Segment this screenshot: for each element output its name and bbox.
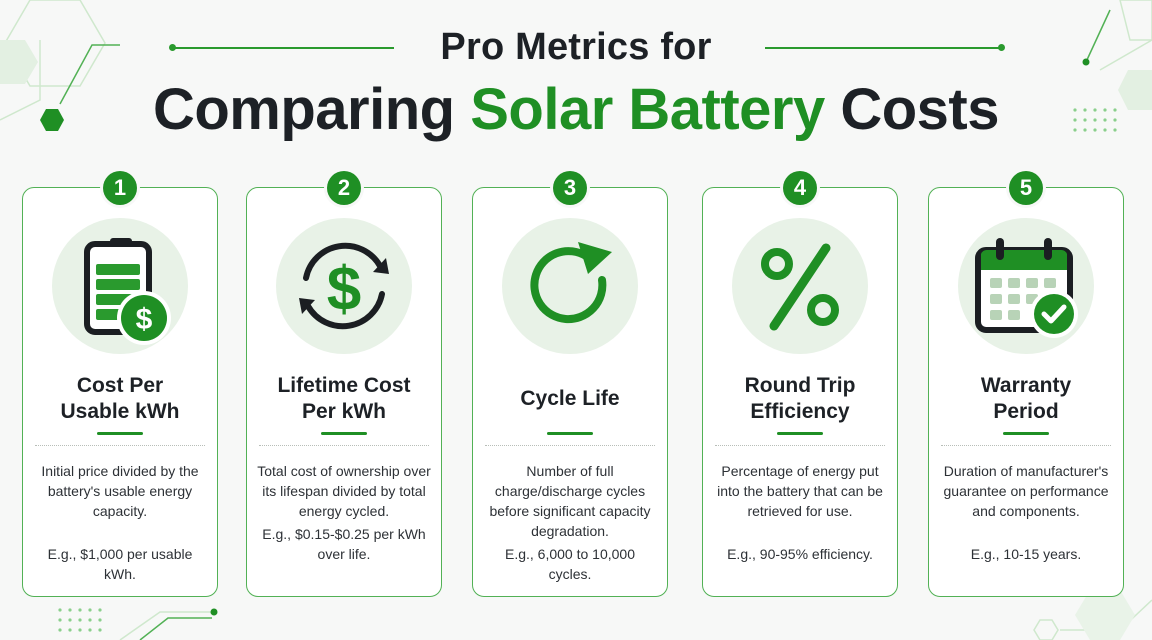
- card-title: Warranty Period: [935, 371, 1117, 427]
- card-example: E.g., 10-15 years.: [970, 546, 1082, 562]
- icon-circle: $: [276, 218, 412, 354]
- card-number-badge: 3: [553, 171, 587, 205]
- card-number-badge: 2: [327, 171, 361, 205]
- title-underline: [321, 432, 367, 435]
- card-description: Number of full charge/discharge cycles b…: [489, 463, 651, 539]
- card-title-line1: Round Trip: [744, 374, 856, 397]
- title-underline: [777, 432, 823, 435]
- metric-card-round-trip-efficiency: 4 Round Trip Efficiency Percentage of ene…: [702, 171, 898, 597]
- icon-circle: [502, 218, 638, 354]
- card-title-line1: Lifetime Cost: [277, 374, 411, 397]
- card-title-line1: Cycle Life: [520, 387, 620, 410]
- page-title-prefix: Comparing: [152, 77, 471, 142]
- card-description: Percentage of energy put into the batter…: [717, 463, 883, 519]
- page-title-line2: Comparing Solar Battery Costs: [0, 76, 1152, 143]
- card-description: Duration of manufacturer's guarantee on …: [943, 463, 1109, 519]
- header-rule-left: [169, 44, 394, 51]
- divider: [715, 445, 885, 446]
- dollar-cycle-icon: $: [299, 242, 389, 330]
- page-title-suffix: Costs: [824, 77, 1000, 142]
- percent-icon: [761, 243, 839, 331]
- card-example: E.g., 90-95% efficiency.: [727, 546, 873, 562]
- title-underline: [97, 432, 143, 435]
- refresh-arrow-icon: [530, 242, 612, 324]
- battery-dollar-icon: $: [84, 238, 171, 345]
- metric-card-cost-per-usable-kwh: 1 $ Cost Per Usable kWh Initial price div…: [22, 171, 218, 597]
- calendar-check-icon: [975, 238, 1078, 338]
- card-title-line2: Per kWh: [301, 400, 386, 423]
- page-title-accent: Solar Battery: [470, 77, 825, 142]
- svg-text:$: $: [136, 303, 153, 336]
- icon-circle: [958, 218, 1094, 354]
- page-title-line1: Pro Metrics for: [440, 26, 712, 68]
- card-title: Round Trip Efficiency: [709, 371, 891, 427]
- card-title-line1: Cost Per: [76, 374, 164, 397]
- card-number-badge: 4: [783, 171, 817, 205]
- card-title: Lifetime Cost Per kWh: [253, 371, 435, 427]
- metric-card-cycle-life: 3 Cycle Life Number of full charge/disch…: [472, 171, 668, 597]
- card-title-line2: Period: [993, 400, 1059, 423]
- card-number-badge: 1: [103, 171, 137, 205]
- title-underline: [1003, 432, 1049, 435]
- card-title: Cycle Life: [479, 371, 661, 427]
- card-title: Cost Per Usable kWh: [29, 371, 211, 427]
- divider: [485, 445, 655, 446]
- card-number-badge: 5: [1009, 171, 1043, 205]
- svg-text:$: $: [327, 255, 361, 324]
- icon-circle: $: [52, 218, 188, 354]
- card-description: Total cost of ownership over its lifespa…: [257, 463, 431, 519]
- title-underline: [547, 432, 593, 435]
- card-example: E.g., 6,000 to 10,000 cycles.: [505, 546, 635, 582]
- divider: [35, 445, 205, 446]
- metric-card-warranty-period: 5 Warranty Period Duration of manufacture…: [928, 171, 1124, 597]
- card-example: E.g., $0.15-$0.25 per kWh over life.: [262, 526, 426, 562]
- divider: [941, 445, 1111, 446]
- card-title-line2: Usable kWh: [60, 400, 180, 423]
- card-title-line2: Efficiency: [750, 400, 850, 423]
- card-example: E.g., $1,000 per usable kWh.: [47, 546, 193, 582]
- metric-card-lifetime-cost: 2 $ Lifetime Cost Per kWh Total cost of o…: [246, 171, 442, 597]
- card-description: Initial price divided by the battery's u…: [41, 463, 199, 519]
- card-title-line1: Warranty: [980, 374, 1072, 397]
- divider: [259, 445, 429, 446]
- header-rule-right: [765, 44, 1005, 51]
- icon-circle: [732, 218, 868, 354]
